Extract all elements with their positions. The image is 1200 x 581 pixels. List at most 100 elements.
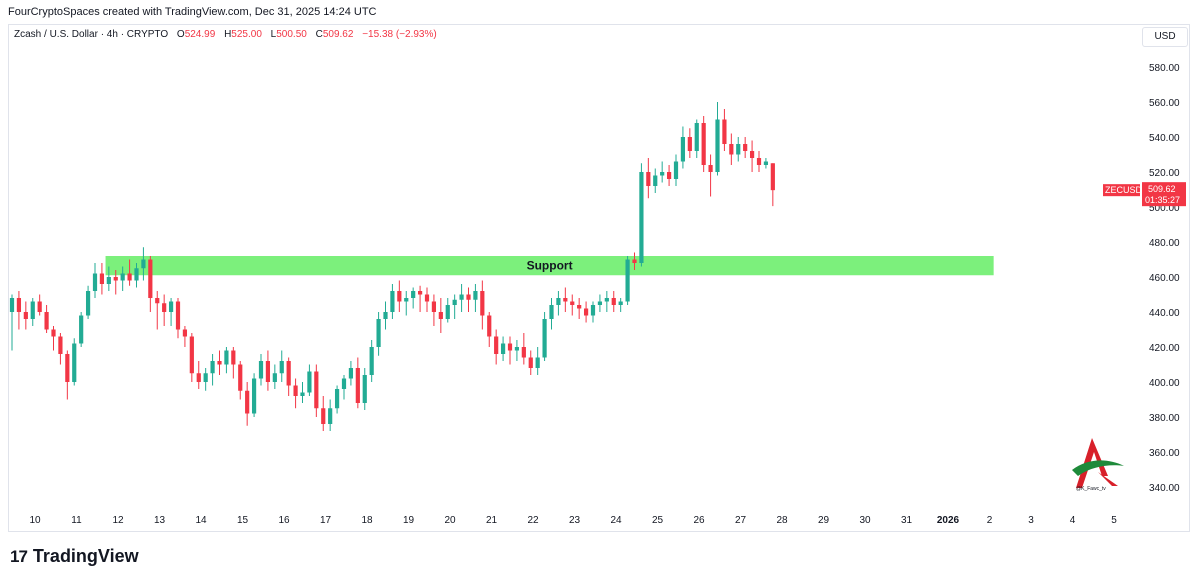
x-tick-label: 5	[1111, 515, 1117, 526]
x-tick-label: 31	[901, 515, 913, 526]
x-tick-label: 13	[154, 515, 166, 526]
candle-body	[473, 291, 478, 300]
candle-body	[687, 137, 692, 151]
candle-body	[438, 312, 443, 319]
candle-body	[30, 301, 35, 319]
price-tag-value: 509.62	[1148, 184, 1176, 194]
open-value: 524.99	[184, 29, 216, 40]
price-tag-countdown: 01:35:27	[1145, 195, 1180, 205]
candle-body	[120, 273, 125, 281]
candle-body	[715, 119, 720, 172]
candle-body	[65, 354, 70, 382]
candle-body	[376, 319, 381, 347]
x-tick-label: 16	[278, 515, 290, 526]
author-handle: @K_Fawc_tv	[1076, 486, 1106, 492]
x-tick-label: 25	[652, 515, 664, 526]
candle-body	[189, 336, 194, 374]
candle-body	[494, 336, 499, 354]
y-tick-label: 520.00	[1149, 168, 1180, 179]
candle-body	[701, 123, 706, 165]
candle-body	[258, 361, 264, 379]
candle-body	[500, 343, 506, 354]
candle-body	[521, 347, 526, 358]
currency-button[interactable]: USD	[1142, 27, 1188, 47]
candle-body	[632, 259, 637, 263]
candle-body	[528, 357, 533, 368]
candle-body	[51, 329, 56, 337]
x-tick-label: 21	[486, 515, 498, 526]
candle-body	[708, 165, 713, 172]
author-logo	[1072, 438, 1124, 488]
candle-body	[611, 298, 616, 305]
x-tick-label: 15	[237, 515, 249, 526]
x-axis[interactable]: 10 11 12 13 14 15 16 17 18 19 20 21 22 23 24 25 26 27 28 29…	[29, 515, 1117, 526]
candle-body	[597, 301, 603, 305]
y-tick-label: 500.00	[1149, 203, 1180, 214]
candle-body	[749, 151, 755, 158]
candle-body	[134, 268, 139, 281]
candle-body	[245, 390, 250, 414]
candle-body	[417, 291, 423, 295]
candle-body	[182, 329, 188, 337]
candle-body	[556, 298, 561, 305]
candle-body	[369, 347, 374, 375]
candle-body	[542, 319, 547, 358]
candle-body	[141, 259, 146, 269]
x-tick-label: 20	[444, 515, 456, 526]
open-label: O	[176, 29, 185, 40]
x-tick-label: 28	[776, 515, 788, 526]
candle-body	[99, 273, 105, 284]
tradingview-wordmark: TradingView	[32, 546, 139, 566]
candle-body	[722, 119, 727, 144]
candle-body	[514, 347, 520, 351]
candle-body	[577, 305, 582, 309]
x-tick-label: 3	[1028, 515, 1034, 526]
candle-body	[23, 312, 28, 319]
y-tick-label: 440.00	[1149, 308, 1180, 319]
chart-frame	[8, 24, 1190, 532]
ohlc-legend: Zcash / U.S. Dollar · 4h · CRYPTO O524.9…	[14, 29, 437, 40]
candle-body	[487, 315, 492, 337]
candle-body	[286, 361, 291, 386]
candle-body	[92, 273, 98, 291]
candle-body	[563, 298, 568, 302]
candle-body	[210, 361, 215, 374]
candle-body	[694, 123, 699, 151]
candle-body	[314, 371, 319, 409]
ticker-tag-label: ZECUSD	[1105, 185, 1143, 195]
candle-body	[224, 350, 229, 365]
candle-body	[666, 172, 672, 179]
candle-body	[390, 291, 395, 312]
candle-body	[397, 291, 402, 302]
candle-body	[16, 298, 22, 312]
y-tick-label: 420.00	[1149, 343, 1180, 354]
x-tick-label: 23	[569, 515, 581, 526]
candle-body	[341, 378, 347, 389]
high-value: 525.00	[231, 29, 262, 40]
x-tick-label: 10	[29, 515, 41, 526]
x-tick-label: 2	[987, 515, 993, 526]
candle-body	[79, 315, 84, 344]
x-tick-label: 26	[693, 515, 705, 526]
x-tick-label: 17	[320, 515, 332, 526]
support-zone: Support	[105, 256, 994, 276]
x-tick-label: 29	[818, 515, 830, 526]
candle-body	[404, 298, 409, 302]
symbol-label[interactable]: Zcash / U.S. Dollar · 4h · CRYPTO	[14, 29, 169, 40]
price-tag-bg	[1142, 182, 1186, 207]
candle-body	[155, 298, 160, 304]
candles	[9, 102, 775, 431]
tradingview-logo[interactable]: 17 TradingView	[10, 546, 139, 567]
candle-body	[618, 301, 623, 305]
candle-body	[9, 298, 15, 312]
support-zone-rect	[105, 256, 994, 276]
candle-body	[570, 301, 575, 305]
candle-body	[85, 291, 91, 316]
candle-body	[279, 361, 284, 374]
candle-body	[106, 277, 111, 284]
y-axis[interactable]: 340.00 360.00 380.00 400.00 420.00 440.00 460.…	[1149, 63, 1180, 494]
x-tick-label: 24	[610, 515, 622, 526]
candle-body	[763, 161, 769, 165]
candle-body	[756, 158, 762, 165]
